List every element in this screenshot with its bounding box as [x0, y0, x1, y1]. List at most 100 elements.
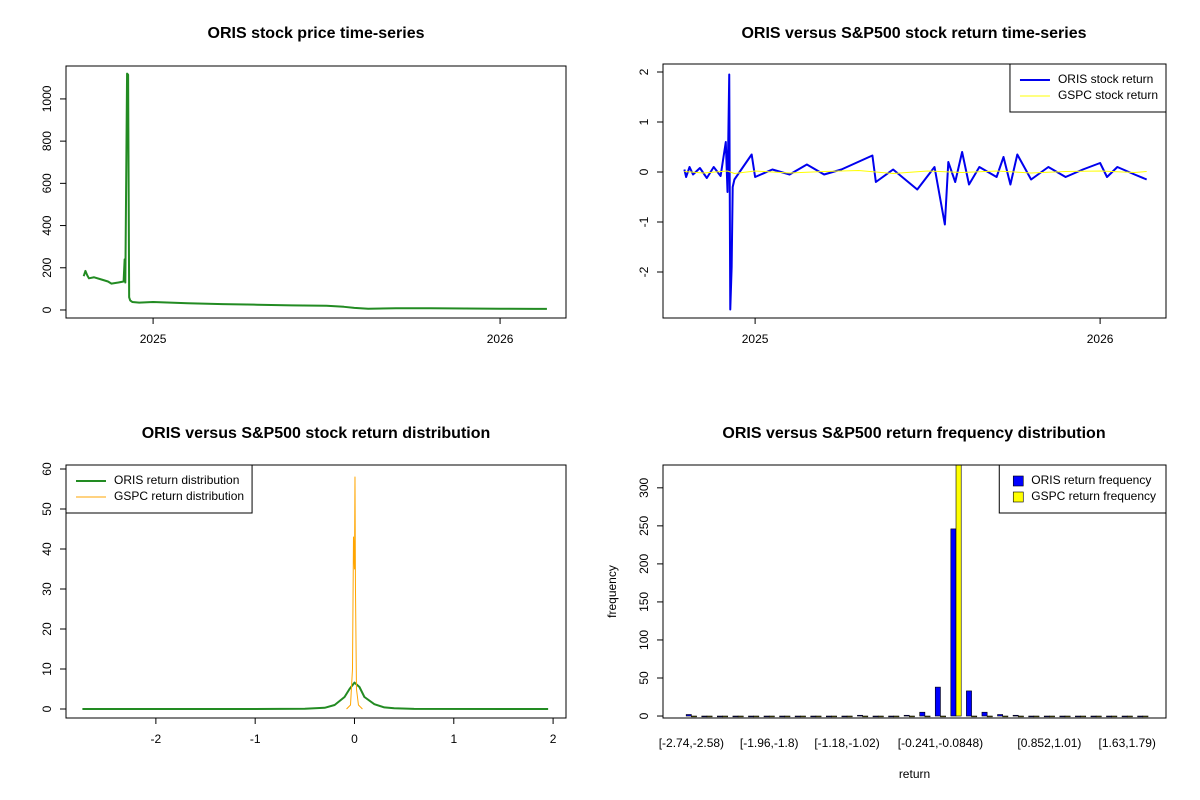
y-axis-label: frequency — [605, 565, 619, 618]
bar — [971, 715, 978, 718]
y-tick-label: -2 — [637, 266, 651, 277]
chart-title: ORIS stock price time-series — [208, 25, 425, 42]
bar — [732, 715, 739, 718]
bar — [919, 711, 926, 717]
x-tick-label: 2026 — [487, 332, 514, 346]
x-tick-label: -1 — [250, 732, 261, 746]
bar — [997, 714, 1004, 717]
bar — [748, 715, 754, 718]
bar — [815, 715, 822, 718]
y-tick-label: 1 — [637, 118, 651, 125]
bar — [800, 715, 806, 718]
bar — [1033, 715, 1040, 718]
y-tick-label: 200 — [40, 257, 54, 277]
y-tick-label: 0 — [637, 712, 651, 719]
legend-swatch — [1012, 475, 1024, 487]
bar — [986, 715, 993, 718]
bar — [737, 715, 744, 718]
chart-title: ORIS versus S&P500 stock return time-ser… — [741, 25, 1086, 42]
legend-label: ORIS return frequency — [1031, 473, 1151, 487]
bar — [831, 715, 837, 718]
plot-area — [685, 465, 1149, 718]
x-tick-label: [-1.96,-1.8) — [740, 736, 799, 750]
bar — [763, 715, 770, 718]
plot-frame — [662, 63, 1167, 319]
bar — [1121, 715, 1128, 718]
y-tick-label: 100 — [637, 630, 651, 650]
bar — [691, 715, 697, 718]
y-tick-label: 150 — [637, 592, 651, 612]
bar — [1017, 715, 1024, 718]
bar — [857, 714, 863, 717]
bar — [768, 715, 775, 718]
y-tick-label: 300 — [637, 477, 651, 497]
bar — [1111, 715, 1118, 718]
y-tick-label: 250 — [637, 516, 651, 536]
y-tick-label: 60 — [40, 462, 54, 476]
x-tick-label: 2026 — [1087, 332, 1114, 346]
y-tick-label: 40 — [40, 542, 54, 556]
legend-label: GSPC stock return — [1058, 88, 1158, 102]
bar — [753, 715, 760, 718]
y-tick-label: 0 — [40, 705, 54, 712]
x-tick-label: 0 — [351, 732, 358, 746]
y-tick-label: 600 — [40, 173, 54, 193]
chart-title: ORIS versus S&P500 return frequency dist… — [722, 425, 1105, 442]
bar — [862, 715, 869, 718]
bar — [846, 715, 853, 718]
bar — [825, 715, 832, 718]
bar — [955, 465, 962, 717]
bar — [888, 715, 895, 718]
bar — [685, 714, 692, 717]
bar — [893, 715, 900, 718]
bar — [877, 715, 884, 718]
line — [82, 72, 547, 310]
x-tick-label: 2 — [550, 732, 557, 746]
x-tick-label: 1 — [450, 732, 457, 746]
bar — [1137, 715, 1144, 718]
x-tick-label: 2025 — [742, 332, 769, 346]
bar — [1043, 715, 1050, 718]
plot-area — [683, 73, 1148, 311]
legend-label: ORIS stock return — [1058, 72, 1153, 86]
bar — [1064, 715, 1071, 718]
bar — [810, 715, 817, 718]
line — [346, 476, 363, 710]
bar — [1142, 715, 1149, 718]
bar — [940, 715, 946, 718]
bar — [784, 715, 791, 718]
legend-label: GSPC return frequency — [1031, 489, 1156, 503]
x-tick-label: [-0.241,-0.0848) — [898, 736, 983, 750]
plot-frame — [65, 65, 567, 319]
bar — [1095, 715, 1102, 718]
bar — [1075, 715, 1081, 718]
y-tick-label: 400 — [40, 215, 54, 235]
plot-area — [82, 72, 547, 310]
x-tick-label: 2025 — [140, 332, 167, 346]
bar — [1080, 715, 1087, 718]
bar — [717, 715, 723, 718]
bar — [1012, 714, 1019, 717]
x-tick-label: -2 — [151, 732, 162, 746]
plot-frame — [65, 464, 567, 719]
bar — [981, 711, 988, 717]
x-tick-label: [0.852,1.01) — [1017, 736, 1081, 750]
legend-box — [1009, 63, 1167, 113]
bar — [1126, 715, 1133, 718]
x-tick-label: [-1.18,-1.02) — [814, 736, 879, 750]
legend-swatch — [1012, 491, 1024, 503]
x-axis-label: return — [899, 767, 930, 781]
legend-box — [998, 464, 1167, 514]
y-tick-label: 1000 — [40, 85, 54, 112]
legend-box — [65, 464, 253, 514]
bar — [1106, 715, 1112, 718]
y-tick-label: 0 — [637, 168, 651, 175]
bar — [1049, 715, 1055, 718]
y-tick-label: 20 — [40, 622, 54, 636]
y-tick-label: 10 — [40, 662, 54, 676]
y-tick-label: 2 — [637, 68, 651, 75]
x-tick-label: [1.63,1.79) — [1099, 736, 1156, 750]
y-tick-label: -1 — [637, 216, 651, 227]
